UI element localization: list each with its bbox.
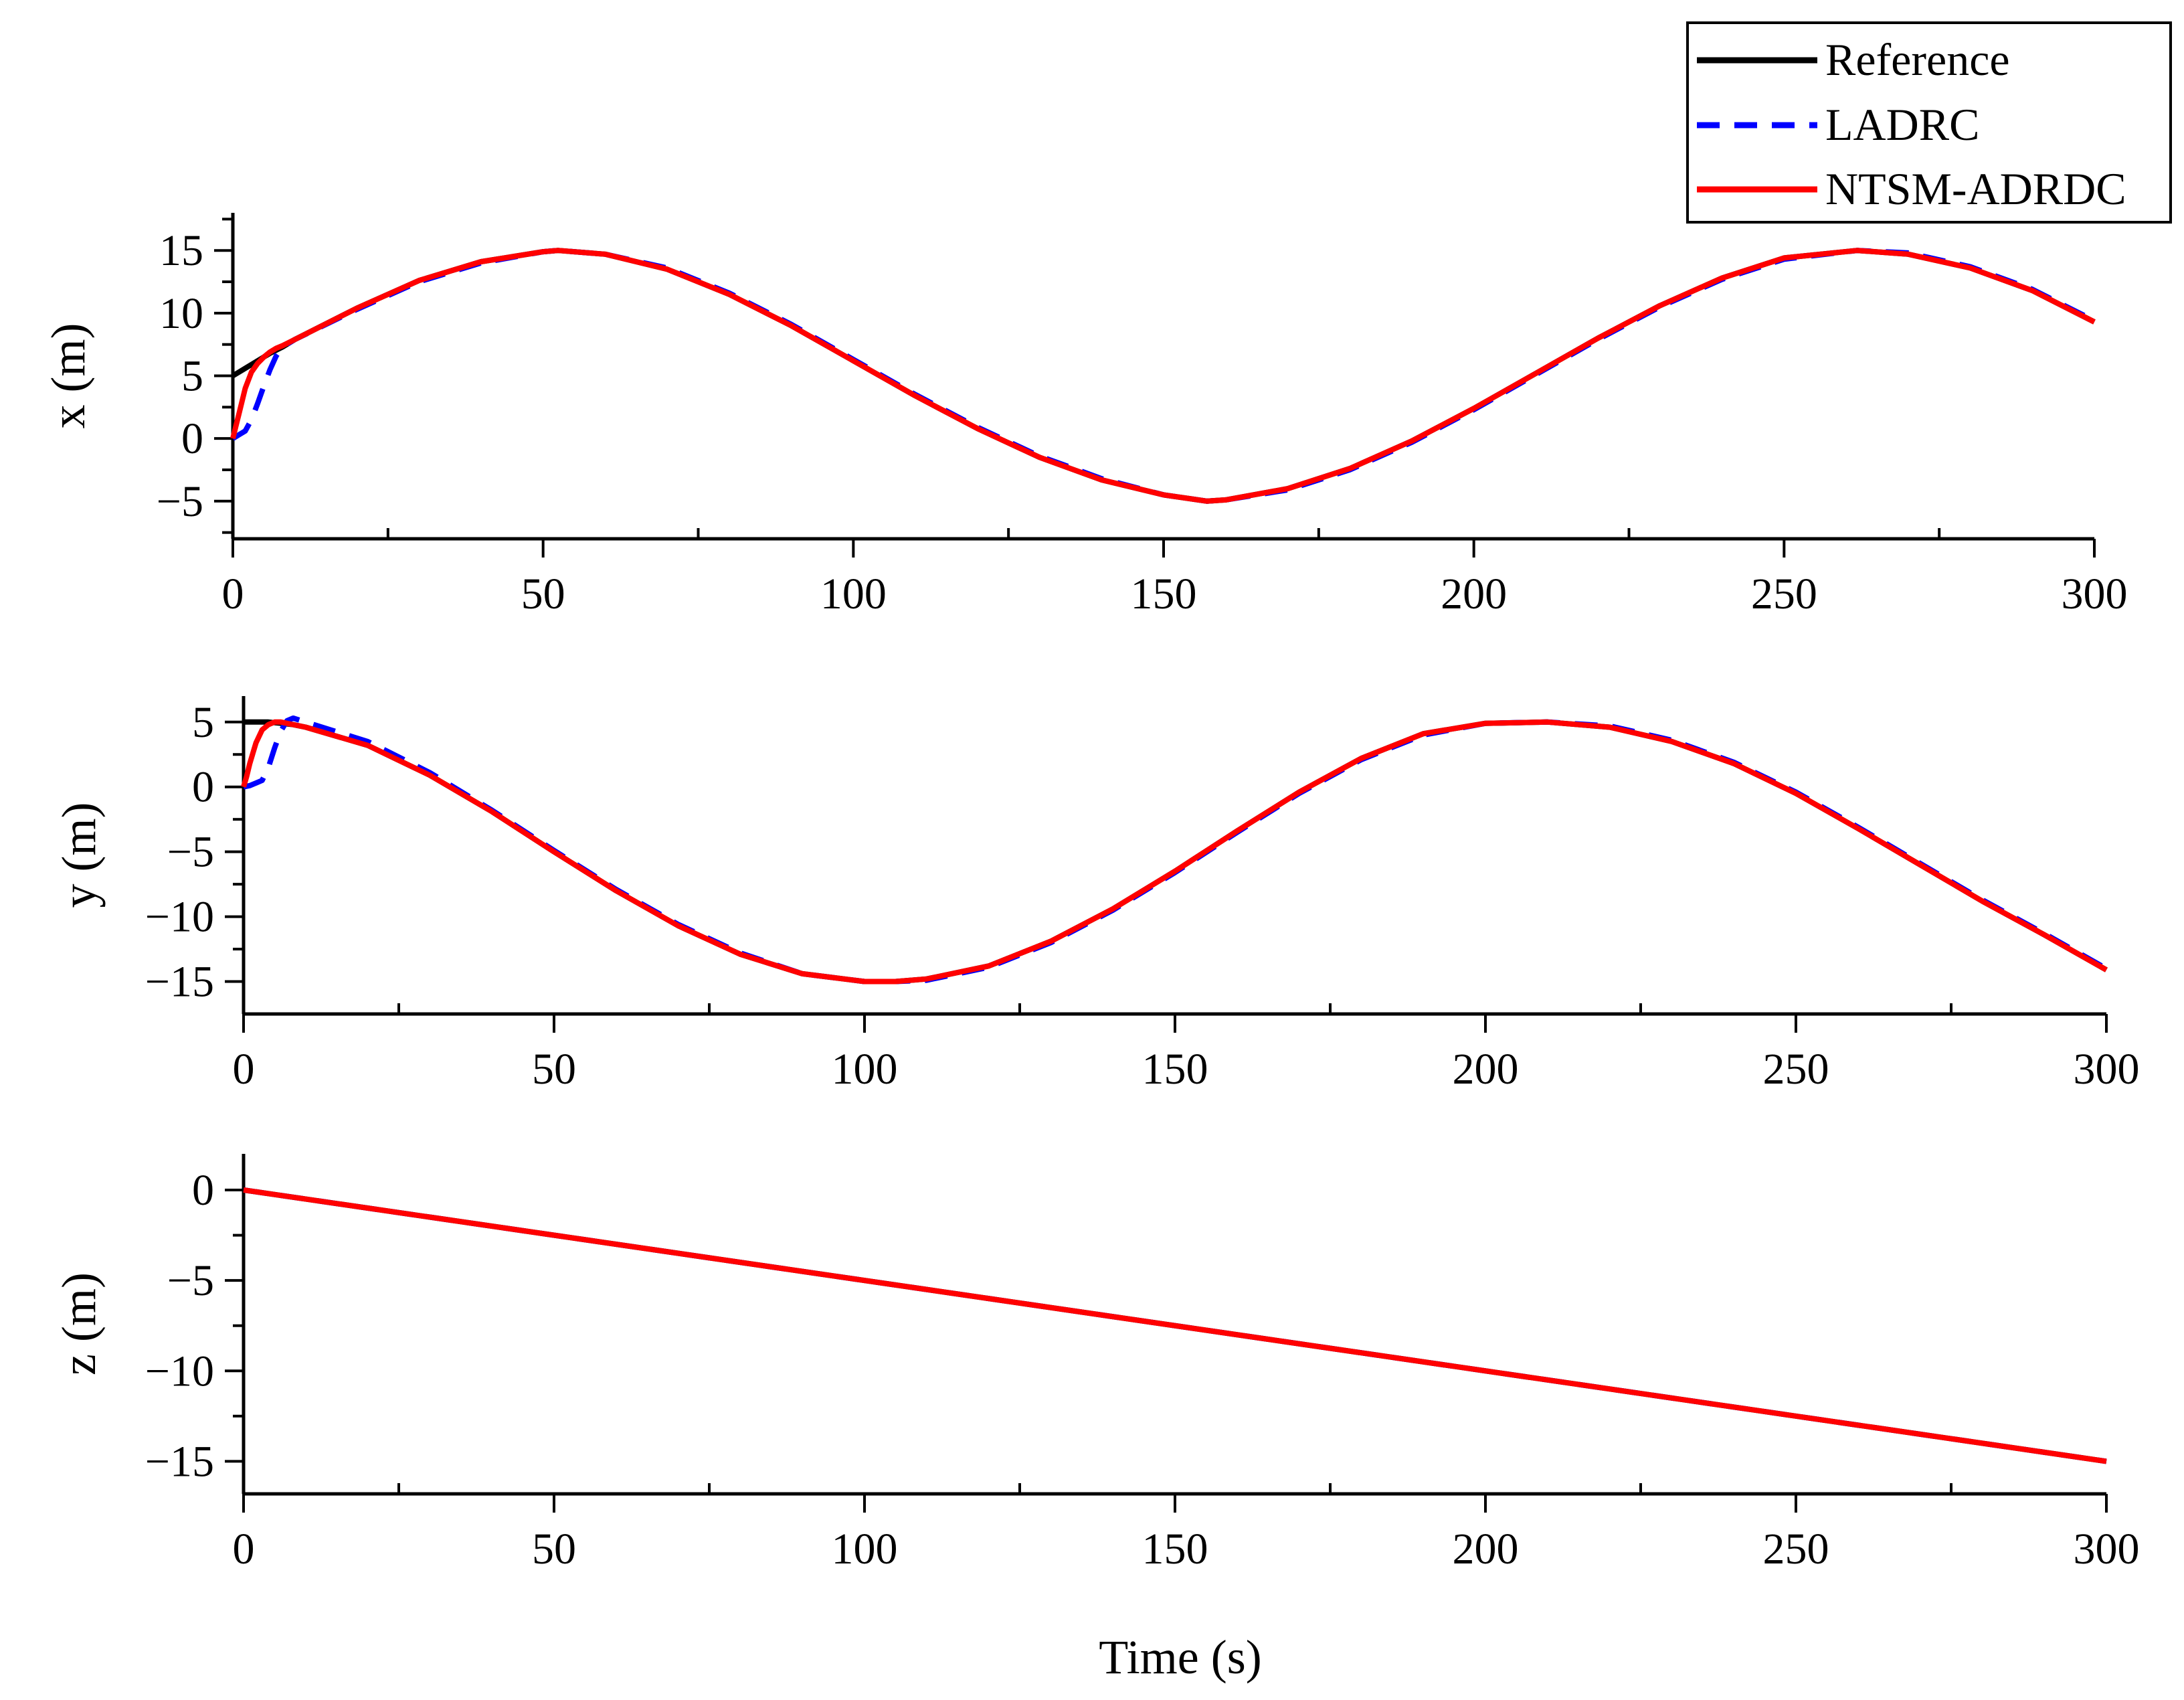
x-axis-title: Time (s) [1099,1630,1261,1684]
x-tick-label: 100 [820,570,887,618]
x-tick-label: 300 [2062,570,2128,618]
y-tick-label: −5 [167,1256,214,1305]
y-tick-label: −10 [145,1347,214,1395]
legend-label-ladrc: LADRC [1825,99,1979,150]
x-tick-label: 50 [532,1045,576,1094]
y-tick-label: −15 [145,958,214,1007]
y-tick-label: 0 [192,1166,214,1215]
x-tick-label: 50 [532,1525,576,1574]
y-tick-label: −5 [157,477,203,526]
x-tick-label: 300 [2074,1045,2140,1094]
series-reference-y [244,719,2108,985]
y-tick-label: 5 [181,352,203,401]
y-tick-label: −10 [145,893,214,942]
series-reference-x [231,248,2096,504]
y-axis-title-y: y (m) [52,802,106,908]
legend-item-ladrc: LADRC [1697,99,1979,150]
x-tick-label: 150 [1142,1045,1208,1094]
series-ntsm-adrdc-x [230,248,2096,504]
x-tick-label: 200 [1453,1525,1519,1574]
y-tick-label: −5 [167,828,214,877]
x-tick-label: 300 [2074,1525,2140,1574]
y-tick-label: 0 [192,763,214,812]
legend: Reference LADRC NTSM-ADRDC [1686,21,2172,224]
x-tick-label: 200 [1441,570,1507,618]
x-tick-label: 250 [1751,570,1817,618]
y-tick-label: 10 [159,289,203,338]
x-tick-label: 200 [1453,1045,1519,1094]
x-tick-label: 100 [832,1045,898,1094]
y-tick-label: 5 [192,698,214,747]
x-tick-label: 50 [521,570,565,618]
series-ladrc-x [231,248,2096,504]
legend-item-reference: Reference [1697,34,2010,85]
series-ladrc-y [243,715,2108,985]
subplot-x: 0 50 100 150 200 250 300 −5 0 5 10 15 x (m) [41,213,2128,618]
series-ntsm-adrdc-y [241,719,2108,985]
x-tick-label: 150 [1131,570,1197,618]
y-tick-label: −15 [145,1437,214,1486]
series-ntsm-adrdc-z [243,1187,2107,1464]
y-axis-title-z: z (m) [52,1272,106,1375]
x-tick-label: 150 [1142,1525,1208,1574]
subplot-z: 0 50 100 150 200 250 300 −15 −10 −5 0 z (m) [52,1154,2140,1574]
x-tick-label: 0 [222,570,244,618]
x-tick-label: 100 [832,1525,898,1574]
legend-item-ntsm-adrdc: NTSM-ADRDC [1697,163,2126,214]
legend-label-ntsm-adrdc: NTSM-ADRDC [1825,163,2126,214]
x-tick-label: 0 [233,1525,255,1574]
x-tick-label: 250 [1763,1525,1829,1574]
y-tick-label: 0 [181,414,203,463]
subplot-y: 0 50 100 150 200 250 300 −15 −10 −5 0 5 y (m) [52,696,2140,1094]
x-tick-label: 250 [1763,1045,1829,1094]
legend-label-reference: Reference [1825,34,2010,85]
y-axis-title-x: x (m) [41,323,95,429]
y-tick-label: 15 [159,226,203,275]
x-tick-label: 0 [233,1045,255,1094]
